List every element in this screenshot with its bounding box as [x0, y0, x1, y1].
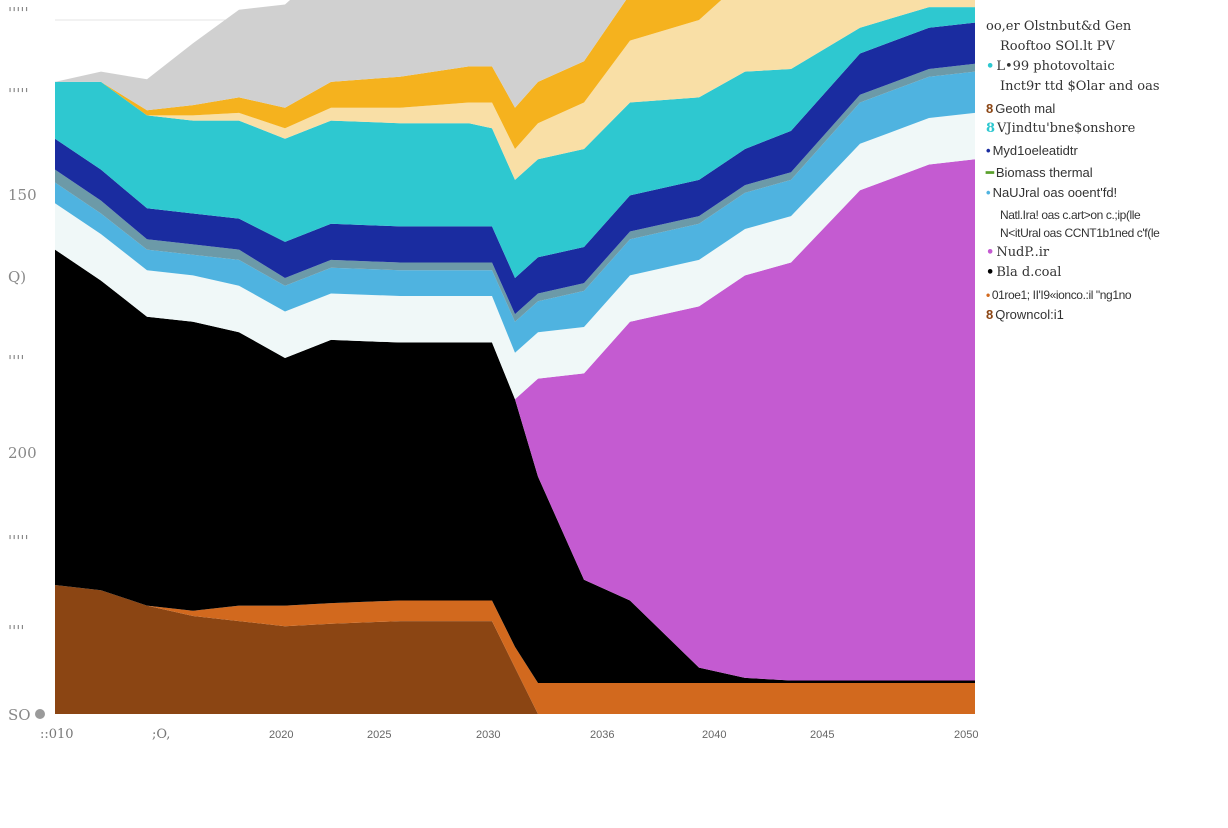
legend-item: oo,er Olstnbut&d Gen	[986, 18, 1131, 36]
x-tick-label: 2045	[810, 729, 834, 741]
legend-marker: •	[986, 245, 995, 260]
legend-label: L•99 photovoltaic	[996, 59, 1115, 74]
area-series-9	[55, 0, 975, 180]
x-tick-label: ;O,	[152, 727, 170, 742]
legend-marker: 8	[986, 101, 994, 116]
y-tick-label: ''''	[8, 622, 25, 640]
x-tick-label: 2030	[476, 729, 500, 741]
legend-item: • Bla d.coal	[986, 264, 1061, 282]
area-series-0	[55, 585, 975, 714]
area-series-11	[55, 0, 627, 111]
legend-marker: 8	[986, 307, 994, 322]
legend-item: • L•99 photovoltaic	[986, 58, 1115, 76]
legend-marker: •	[986, 288, 990, 302]
legend-marker: ━	[986, 165, 994, 180]
legend-item: 8 Qrowncol:i1	[986, 306, 1064, 324]
legend-item: • 01roe1; II'I9«ionco.:il "ng1no	[986, 286, 1132, 304]
area-series-2	[55, 249, 975, 683]
x-tick-label: 2040	[702, 729, 726, 741]
x-tick-label: 2025	[367, 729, 391, 741]
area-series-4	[55, 112, 975, 400]
x-tick-label: 2020	[269, 729, 293, 741]
legend-label: VJindtu'bne$onshore	[997, 121, 1136, 136]
legend-label: Bla d.coal	[996, 265, 1062, 280]
legend-item: Inct9r ttd $Olar and oas	[1000, 78, 1160, 96]
legend-label: NudP..ir	[996, 245, 1050, 260]
legend-label: Natl.Ira! oas c.art>on c.;ip(lle	[1000, 208, 1141, 222]
legend-label: Qrowncol:i1	[995, 307, 1064, 322]
y-tick-label: Q)	[8, 268, 26, 286]
x-tick-label: 2036	[590, 729, 614, 741]
legend-label: Biomass thermal	[995, 165, 1093, 180]
legend-item: 8 Geoth mal	[986, 100, 1055, 118]
legend-item: • NaUJral oas ooent'fd!	[986, 184, 1117, 202]
legend-label: oo,er Olstnbut&d Gen	[986, 19, 1132, 34]
legend-marker: •	[986, 59, 995, 74]
x-tick-label: ::010	[40, 727, 74, 742]
area-series-3	[55, 159, 975, 681]
legend-label: Myd1oeleatidtr	[992, 143, 1078, 158]
area-series-group	[55, 0, 975, 714]
legend-marker: 8	[986, 121, 996, 136]
legend-marker: •	[986, 185, 991, 200]
y-tick-label: ''''	[8, 352, 25, 370]
legend-marker: •	[986, 265, 995, 280]
legend-item: • Myd1oeleatidtr	[986, 142, 1078, 160]
legend-label: NaUJral oas ooent'fd!	[992, 185, 1118, 200]
legend-label: N<itUral oas CCNT1b1ned c'f(le	[1000, 226, 1160, 240]
area-series-5	[55, 71, 975, 353]
legend-marker: •	[986, 143, 991, 158]
legend-item: ━ Biomass thermal	[986, 164, 1093, 182]
area-series-6	[55, 63, 975, 322]
y-tick-label: '''''	[8, 532, 29, 550]
area-series-8	[55, 7, 975, 278]
y-tick-label: 200	[8, 444, 37, 462]
y-tick-label: 150	[8, 186, 37, 204]
y-tick-label: '''''	[8, 4, 29, 22]
legend-label: Geoth mal	[995, 101, 1056, 116]
y-tick-label: '''''	[8, 85, 29, 103]
legend-item: N<itUral oas CCNT1b1ned c'f(le	[1000, 224, 1160, 242]
legend-item: • NudP..ir	[986, 244, 1049, 262]
y-axis-ticks: ''''' ''''' 150 Q) '''' 200 ''''' '''' SO	[8, 4, 37, 724]
legend-label: Rooftoo SOl.lt PV	[1000, 39, 1115, 54]
legend-label: 01roe1; II'I9«ionco.:il "ng1no	[991, 288, 1132, 302]
legend-label: Inct9r ttd $Olar and oas	[1000, 79, 1160, 94]
x-tick-label: 2050	[954, 729, 978, 741]
legend-item: Natl.Ira! oas c.art>on c.;ip(lle	[1000, 206, 1141, 224]
area-series-7	[55, 22, 975, 315]
legend-item: 8 VJindtu'bne$onshore	[986, 120, 1135, 138]
area-series-1	[55, 585, 975, 714]
x-axis-ticks: ::010 ;O, 2020 2025 2030 2036 2040 2045 2050	[40, 727, 978, 742]
y-tick-label: SO	[8, 706, 31, 724]
origin-marker	[35, 709, 45, 719]
legend-item: Rooftoo SOl.lt PV	[1000, 38, 1115, 56]
area-series-10	[55, 0, 722, 149]
